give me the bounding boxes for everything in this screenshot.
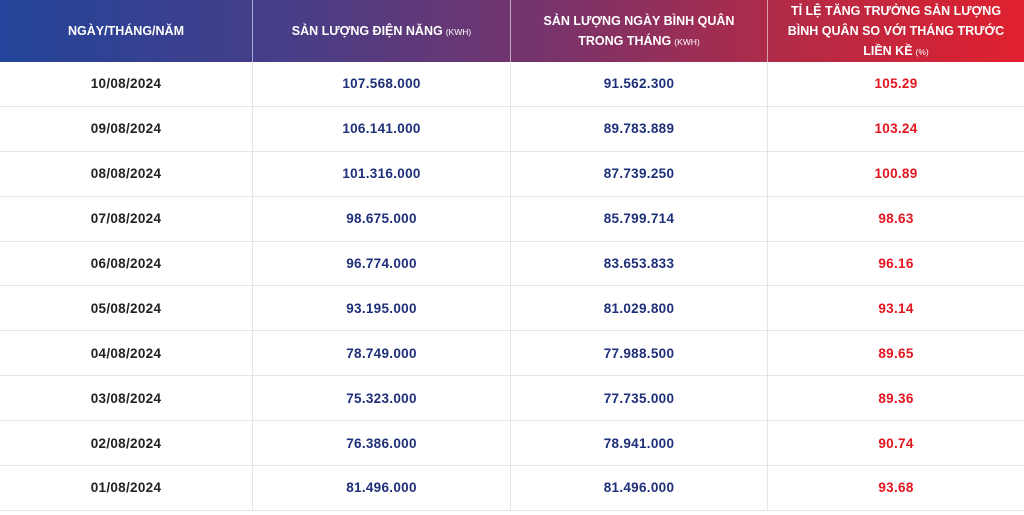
header-growth-rate-label: TỈ LỆ TĂNG TRƯỞNG SẢN LƯỢNG BÌNH QUÂN SO…	[787, 3, 1005, 58]
growth-rate-cell: 89.36	[878, 390, 914, 406]
output-cell: 98.675.000	[253, 196, 511, 241]
table-row: 04/08/2024 78.749.000 77.988.500 89.65	[0, 331, 1024, 377]
header-growth-rate-unit: (%)	[915, 46, 929, 57]
date-cell: 01/08/2024	[0, 466, 253, 510]
average-cell: 83.653.833	[511, 241, 768, 286]
table-body: 10/08/2024 107.568.000 91.562.300 105.29 09/…	[0, 62, 1024, 511]
date-cell: 03/08/2024	[0, 376, 253, 421]
output-cell: 75.323.000	[253, 376, 511, 421]
growth-rate-cell: 93.68	[878, 480, 914, 496]
growth-rate-cell: 90.74	[878, 435, 914, 451]
table-row: 02/08/2024 76.386.000 78.941.000 90.74	[0, 421, 1024, 467]
header-output-unit: (KWH)	[445, 26, 472, 37]
header-date: NGÀY/THÁNG/NĂM	[0, 0, 253, 62]
growth-rate-cell: 96.16	[878, 256, 914, 271]
table-row: 09/08/2024 106.141.000 89.783.889 103.24	[0, 106, 1024, 152]
growth-rate-cell: 93.14	[878, 300, 914, 316]
header-output: SẢN LƯỢNG ĐIỆN NĂNG (KWH)	[253, 0, 511, 62]
header-average-label: SẢN LƯỢNG NGÀY BÌNH QUÂN TRONG THÁNG	[543, 13, 735, 48]
average-cell: 81.029.800	[511, 286, 768, 331]
average-cell: 77.735.000	[511, 376, 768, 421]
table-header: NGÀY/THÁNG/NĂM SẢN LƯỢNG ĐIỆN NĂNG (KWH) …	[0, 0, 1024, 62]
table-row: 07/08/2024 98.675.000 85.799.714 98.63	[0, 196, 1024, 242]
date-cell: 10/08/2024	[0, 62, 253, 106]
date-cell: 05/08/2024	[0, 286, 253, 331]
header-date-label: NGÀY/THÁNG/NĂM	[68, 24, 184, 38]
header-average-unit: (KWH)	[674, 36, 700, 47]
table-row: 01/08/2024 81.496.000 81.496.000 93.68	[0, 466, 1024, 511]
date-cell: 06/08/2024	[0, 241, 253, 286]
header-output-label: SẢN LƯỢNG ĐIỆN NĂNG	[291, 23, 443, 38]
output-cell: 81.496.000	[253, 466, 511, 510]
growth-rate-cell: 105.29	[874, 76, 918, 92]
output-cell: 76.386.000	[253, 421, 511, 466]
growth-rate-cell: 103.24	[874, 121, 918, 137]
table-row: 10/08/2024 107.568.000 91.562.300 105.29	[0, 62, 1024, 107]
date-cell: 04/08/2024	[0, 331, 253, 376]
growth-rate-cell: 100.89	[874, 166, 918, 182]
table-row: 08/08/2024 101.316.000 87.739.250 100.89	[0, 151, 1024, 197]
output-cell: 106.141.000	[253, 106, 511, 151]
date-cell: 08/08/2024	[0, 151, 253, 196]
average-cell: 85.799.714	[511, 196, 768, 241]
table-row: 06/08/2024 96.774.000 83.653.833 96.16	[0, 241, 1024, 287]
average-cell: 81.496.000	[511, 466, 768, 510]
output-cell: 93.195.000	[253, 286, 511, 331]
average-cell: 89.783.889	[511, 106, 768, 151]
table-row: 03/08/2024 75.323.000 77.735.000 89.36	[0, 376, 1024, 422]
average-cell: 91.562.300	[511, 62, 768, 106]
date-cell: 09/08/2024	[0, 106, 253, 151]
average-cell: 87.739.250	[511, 151, 768, 196]
growth-rate-cell: 98.63	[878, 211, 914, 227]
growth-rate-cell: 89.65	[878, 345, 914, 361]
header-growth-rate: TỈ LỆ TĂNG TRƯỞNG SẢN LƯỢNG BÌNH QUÂN SO…	[768, 0, 1024, 62]
header-average: SẢN LƯỢNG NGÀY BÌNH QUÂN TRONG THÁNG (KWH…	[511, 0, 768, 62]
date-cell: 07/08/2024	[0, 196, 253, 241]
average-cell: 78.941.000	[511, 421, 768, 466]
average-cell: 77.988.500	[511, 331, 768, 376]
output-cell: 96.774.000	[253, 241, 511, 286]
output-cell: 78.749.000	[253, 331, 511, 376]
output-cell: 107.568.000	[253, 62, 511, 106]
output-cell: 101.316.000	[253, 151, 511, 196]
table-row: 05/08/2024 93.195.000 81.029.800 93.14	[0, 286, 1024, 332]
date-cell: 02/08/2024	[0, 421, 253, 466]
